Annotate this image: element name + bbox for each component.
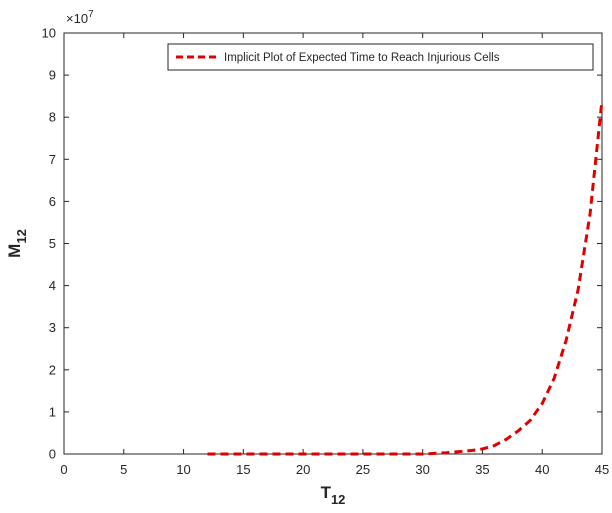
y-tick-label: 1 — [49, 404, 56, 419]
y-axis-multiplier: ×107 — [66, 9, 94, 26]
y-tick-label: 0 — [49, 447, 56, 462]
plot-area — [63, 32, 603, 455]
series-layer — [207, 100, 604, 456]
legend-entry-label: Implicit Plot of Expected Time to Reach … — [224, 52, 500, 64]
y-axis-ticks: 0 1 2 3 4 5 6 7 8 9 10 — [42, 26, 602, 462]
y-tick-label: 9 — [49, 68, 56, 83]
y-multiplier-base: ×10 — [66, 11, 88, 26]
y-tick-label: 8 — [49, 110, 56, 125]
legend: Implicit Plot of Expected Time to Reach … — [167, 43, 594, 71]
x-tick-label: 40 — [535, 462, 549, 477]
y-tick-label: 6 — [49, 194, 56, 209]
x-tick-label: 20 — [296, 462, 310, 477]
y-tick-label: 2 — [49, 362, 56, 377]
y-multiplier-exponent: 7 — [88, 9, 94, 20]
x-tick-label: 10 — [176, 462, 190, 477]
x-axis-label: T12 — [321, 483, 346, 507]
x-tick-label: 45 — [595, 462, 609, 477]
y-tick-label: 3 — [49, 320, 56, 335]
plot-box — [63, 32, 603, 455]
x-axis-label-subscript: 12 — [331, 492, 345, 507]
y-tick-label: 5 — [49, 236, 56, 251]
y-tick-label: 4 — [49, 278, 56, 293]
series-line — [207, 100, 604, 456]
legend-box — [167, 43, 594, 71]
x-tick-label: 0 — [60, 462, 67, 477]
y-tick-label: 7 — [49, 152, 56, 167]
x-tick-label: 15 — [236, 462, 250, 477]
y-axis-label-subscript: 12 — [14, 229, 29, 243]
y-axis-label: M12 — [5, 229, 29, 258]
x-tick-label: 5 — [120, 462, 127, 477]
x-tick-label: 30 — [415, 462, 429, 477]
y-tick-label: 10 — [42, 26, 56, 41]
x-tick-label: 25 — [356, 462, 370, 477]
x-axis-ticks: 0 5 10 15 20 25 30 35 40 45 — [60, 33, 609, 477]
x-axis-label-main: T — [321, 483, 332, 502]
x-tick-label: 35 — [475, 462, 489, 477]
y-axis-label-main: M — [5, 244, 24, 258]
